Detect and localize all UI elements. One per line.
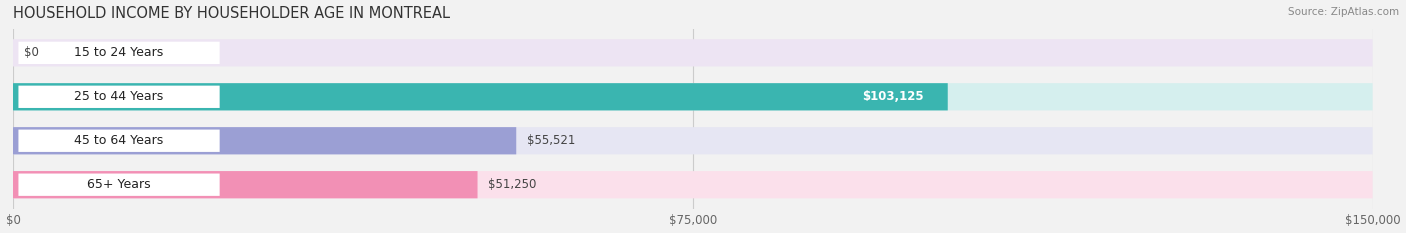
FancyBboxPatch shape [13, 171, 478, 198]
FancyBboxPatch shape [13, 171, 1372, 198]
Text: Source: ZipAtlas.com: Source: ZipAtlas.com [1288, 7, 1399, 17]
Text: $103,125: $103,125 [862, 90, 924, 103]
FancyBboxPatch shape [18, 42, 219, 64]
Text: 65+ Years: 65+ Years [87, 178, 150, 191]
Text: 25 to 44 Years: 25 to 44 Years [75, 90, 163, 103]
Text: $51,250: $51,250 [488, 178, 537, 191]
Text: HOUSEHOLD INCOME BY HOUSEHOLDER AGE IN MONTREAL: HOUSEHOLD INCOME BY HOUSEHOLDER AGE IN M… [13, 6, 450, 21]
FancyBboxPatch shape [844, 86, 942, 107]
Text: 45 to 64 Years: 45 to 64 Years [75, 134, 163, 147]
Text: 15 to 24 Years: 15 to 24 Years [75, 46, 163, 59]
FancyBboxPatch shape [13, 39, 1372, 66]
FancyBboxPatch shape [13, 83, 948, 110]
FancyBboxPatch shape [13, 127, 516, 154]
FancyBboxPatch shape [13, 127, 1372, 154]
FancyBboxPatch shape [18, 86, 219, 108]
Text: $55,521: $55,521 [527, 134, 575, 147]
Text: $0: $0 [24, 46, 39, 59]
FancyBboxPatch shape [18, 174, 219, 196]
FancyBboxPatch shape [18, 130, 219, 152]
FancyBboxPatch shape [13, 83, 1372, 110]
